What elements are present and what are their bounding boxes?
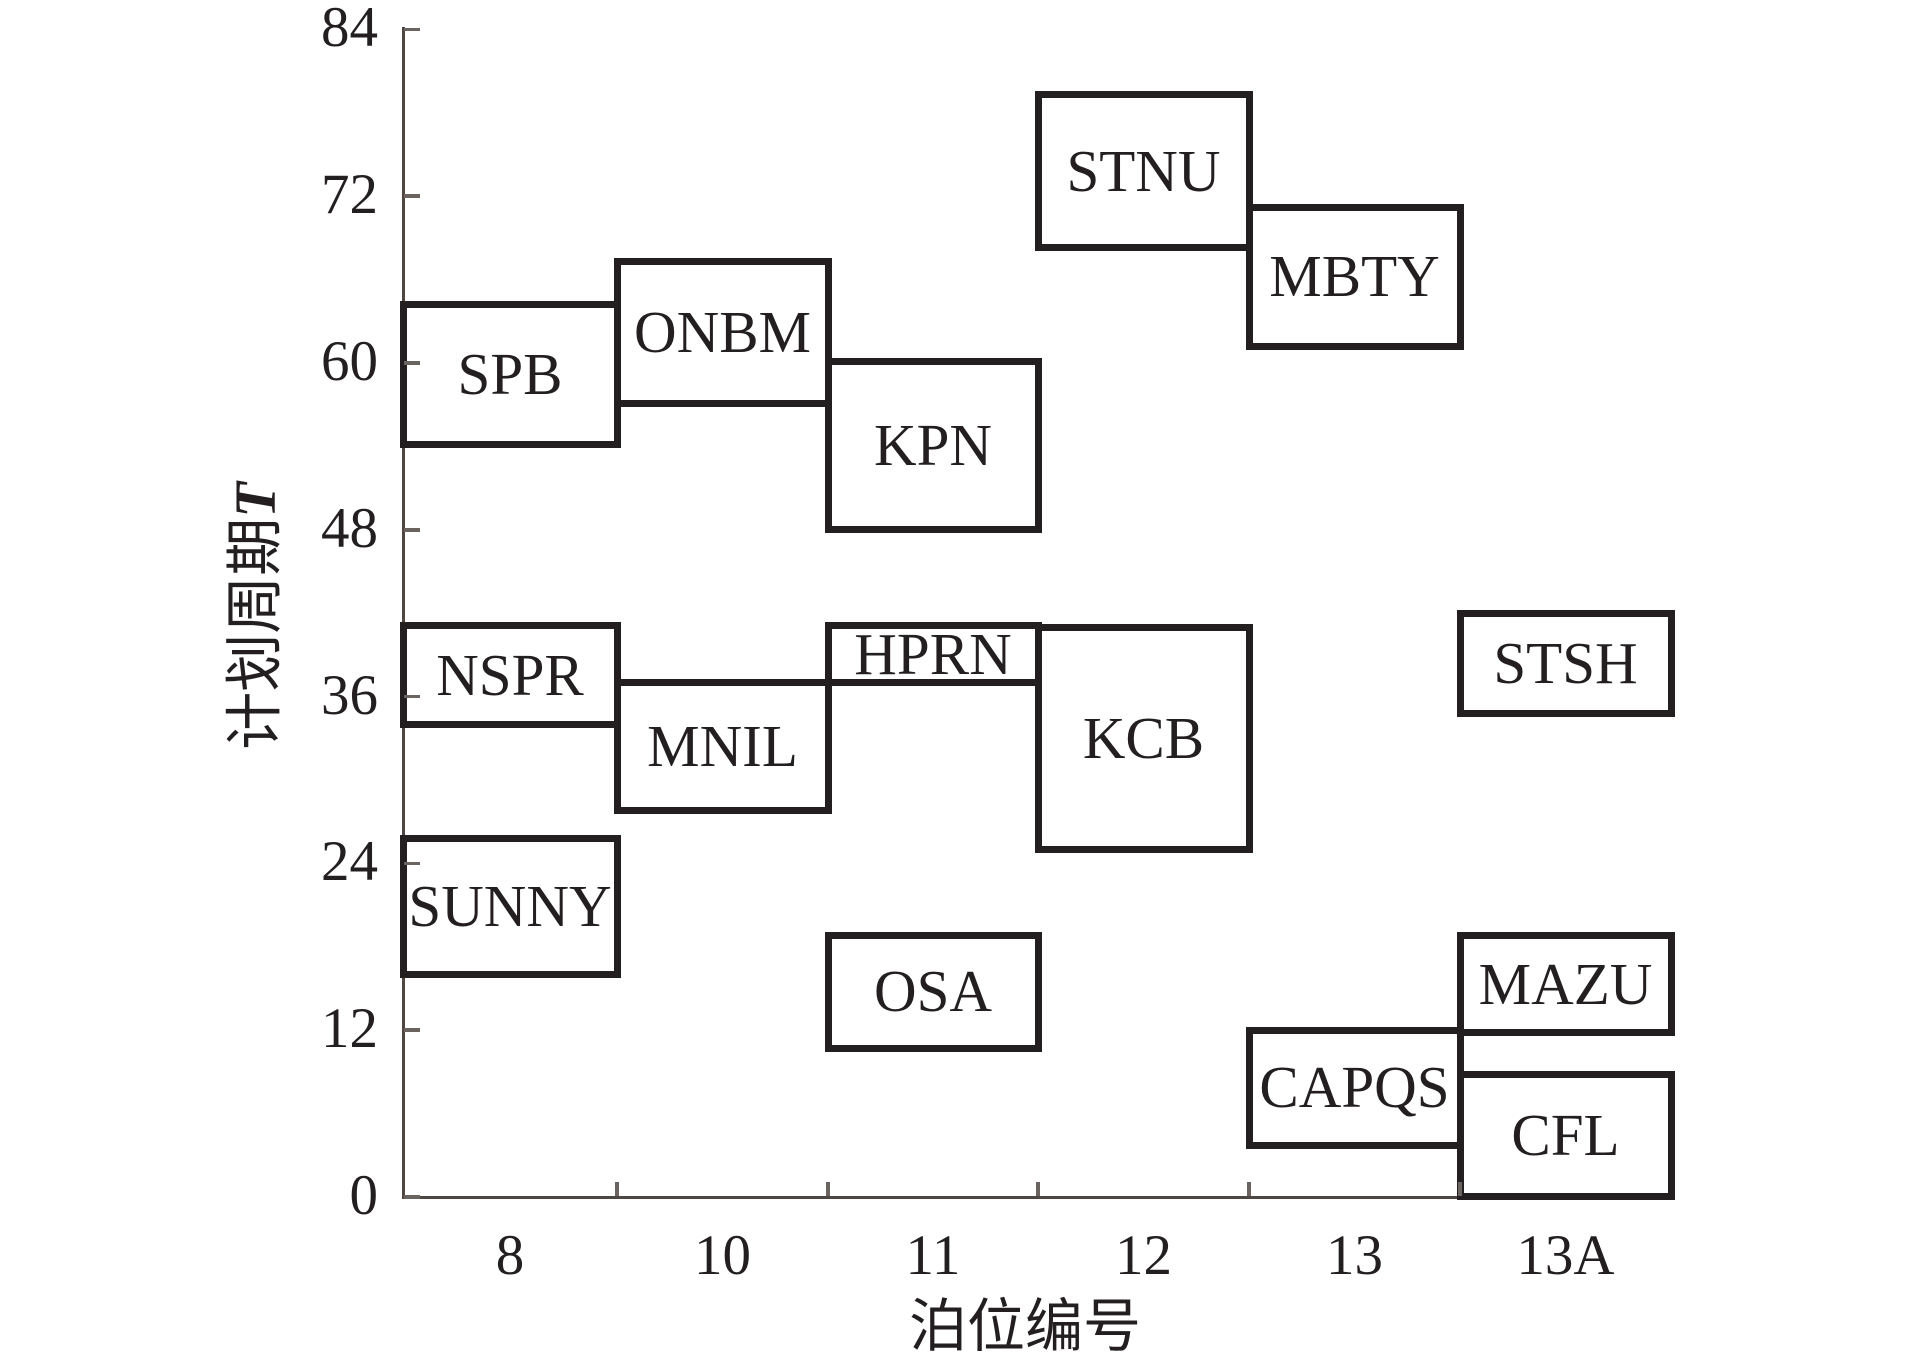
y-tick-label: 84 xyxy=(321,0,378,60)
ship-box-osa: OSA xyxy=(824,932,1042,1052)
ship-box-label: MNIL xyxy=(647,713,798,780)
x-axis-line xyxy=(401,1195,1673,1199)
ship-box-cfl: CFL xyxy=(1456,1071,1675,1201)
y-axis-title-text: 计划周期 xyxy=(222,517,288,750)
x-tick xyxy=(1247,1182,1251,1196)
ship-box-capqs: CAPQS xyxy=(1245,1026,1464,1150)
y-axis-title-variable: T xyxy=(222,482,288,518)
x-axis-title: 泊位编号 xyxy=(908,1294,1141,1359)
ship-box-label: ONBM xyxy=(633,298,812,365)
y-tick xyxy=(404,1028,420,1032)
y-axis-line xyxy=(401,27,405,1199)
ship-box-label: OSA xyxy=(873,958,993,1025)
x-tick xyxy=(1458,1182,1462,1196)
y-axis-title: 计划周期T xyxy=(223,482,290,749)
ship-box-label: MAZU xyxy=(1478,950,1653,1017)
y-tick xyxy=(404,528,420,532)
ship-box-mbty: MBTY xyxy=(1245,203,1464,350)
x-tick-label: 13 xyxy=(1326,1224,1383,1287)
ship-box-kcb: KCB xyxy=(1034,623,1253,853)
ship-box-label: STSH xyxy=(1493,629,1638,696)
ship-box-label: SUNNY xyxy=(408,872,612,939)
y-tick-label: 72 xyxy=(321,163,378,227)
ship-box-mazu: MAZU xyxy=(1456,932,1675,1037)
ship-box-spb: SPB xyxy=(399,301,621,449)
y-tick-label: 48 xyxy=(321,496,378,560)
ship-box-hprn: HPRN xyxy=(824,620,1042,687)
x-tick-label: 12 xyxy=(1115,1224,1172,1287)
y-tick-label: 36 xyxy=(321,663,378,727)
y-tick xyxy=(404,361,420,365)
x-tick xyxy=(1036,1182,1040,1196)
x-tick-label: 13A xyxy=(1516,1224,1615,1287)
y-tick-label: 24 xyxy=(321,830,378,894)
ship-box-label: MBTY xyxy=(1269,243,1440,310)
ship-box-stnu: STNU xyxy=(1034,91,1253,252)
ship-box-label: CFL xyxy=(1511,1102,1620,1169)
ship-box-onbm: ONBM xyxy=(613,258,832,407)
y-tick xyxy=(404,694,420,699)
ship-box-label: STNU xyxy=(1066,137,1221,204)
y-tick-label: 60 xyxy=(321,330,378,393)
ship-box-mnil: MNIL xyxy=(613,679,832,815)
ship-box-sunny: SUNNY xyxy=(399,834,621,979)
y-tick-label: 12 xyxy=(321,997,378,1061)
x-tick xyxy=(826,1182,830,1196)
ship-box-label: KCB xyxy=(1082,704,1205,771)
y-tick xyxy=(404,27,420,32)
ship-box-label: KPN xyxy=(873,412,993,479)
ship-box-label: CAPQS xyxy=(1259,1054,1450,1121)
ship-box-label: HPRN xyxy=(854,620,1012,687)
ship-box-label: SPB xyxy=(457,341,563,408)
x-tick xyxy=(615,1182,619,1196)
x-tick-label: 11 xyxy=(905,1224,961,1287)
y-tick-label: 0 xyxy=(349,1164,379,1227)
y-tick xyxy=(404,1195,420,1199)
x-tick-label: 10 xyxy=(694,1224,751,1287)
ship-box-nspr: NSPR xyxy=(399,622,621,728)
x-tick-label: 8 xyxy=(495,1224,525,1287)
y-tick xyxy=(404,194,420,198)
ship-box-kpn: KPN xyxy=(824,358,1042,534)
ship-box-label: NSPR xyxy=(436,641,584,708)
y-tick xyxy=(404,861,420,866)
ship-box-stsh: STSH xyxy=(1456,609,1675,717)
